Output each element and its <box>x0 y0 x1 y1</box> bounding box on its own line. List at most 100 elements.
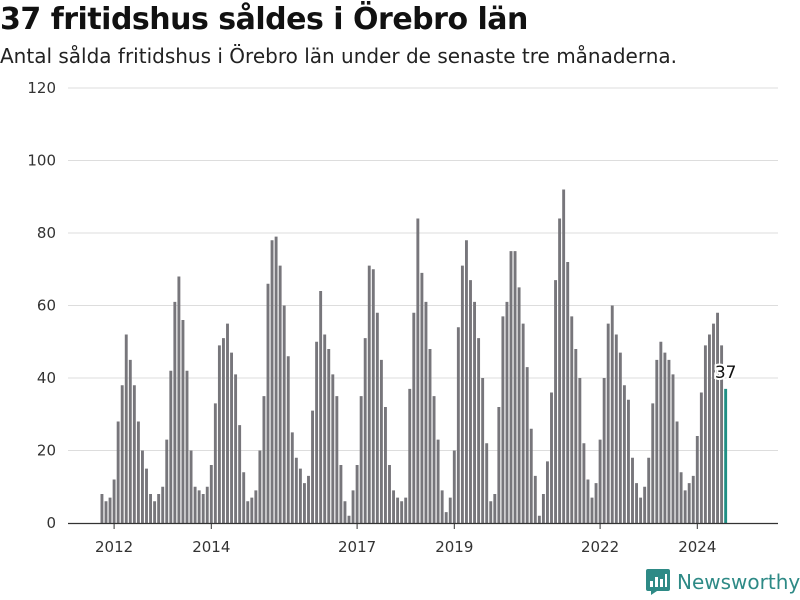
bar <box>533 475 537 523</box>
bar <box>319 291 323 523</box>
bar <box>177 276 181 523</box>
bar <box>128 359 132 523</box>
x-tick-label: 2024 <box>678 538 716 556</box>
bar <box>477 338 481 523</box>
bar <box>627 399 630 523</box>
bar <box>230 352 233 523</box>
bar <box>120 385 124 523</box>
bar <box>355 465 359 523</box>
bar <box>347 515 351 523</box>
bar <box>189 450 193 523</box>
bar <box>424 301 428 523</box>
highlight-bar <box>724 388 728 523</box>
bar <box>335 396 339 523</box>
bar <box>635 483 638 523</box>
bar <box>712 323 715 523</box>
page-subtitle: Antal sålda fritidshus i Örebro län unde… <box>0 44 678 68</box>
bar <box>489 501 493 523</box>
bar <box>566 262 570 523</box>
bar <box>266 283 270 523</box>
bar <box>651 403 655 523</box>
bar <box>141 450 144 523</box>
bar <box>331 374 335 523</box>
brand-name: Newsworthy <box>677 570 800 594</box>
bar <box>392 490 395 523</box>
bar <box>217 345 221 523</box>
bar <box>460 265 464 523</box>
x-axis-labels: 2012 2014 2017 2019 2022 2024 <box>95 538 716 556</box>
bar <box>149 494 152 523</box>
bar <box>521 323 525 523</box>
bar <box>351 490 355 523</box>
bar <box>671 374 675 523</box>
y-axis-labels: 0 20 40 60 80 100 120 <box>27 79 56 532</box>
bar <box>298 468 302 523</box>
newsworthy-logo-icon <box>646 569 670 595</box>
bar <box>157 494 161 523</box>
bar <box>513 251 517 523</box>
bar <box>359 396 363 523</box>
bar <box>145 468 148 523</box>
bar <box>112 479 116 523</box>
bar <box>562 189 566 523</box>
bar <box>124 334 128 523</box>
bar <box>384 407 387 523</box>
bar <box>213 403 217 523</box>
annotation: 37 <box>713 361 739 385</box>
bar <box>618 352 622 523</box>
bar <box>452 450 456 523</box>
bar <box>517 287 521 523</box>
bar <box>497 407 501 523</box>
bar <box>132 385 136 523</box>
bar <box>683 490 687 523</box>
highlight-value-label: 37 <box>715 363 737 383</box>
bar <box>493 494 497 523</box>
bar <box>691 475 695 523</box>
bar <box>659 341 663 523</box>
x-axis <box>68 522 778 529</box>
bar <box>602 378 606 523</box>
bar <box>169 370 173 523</box>
bar <box>226 323 229 523</box>
bar <box>343 501 347 523</box>
bar <box>505 301 509 523</box>
bar <box>529 428 533 523</box>
bar <box>339 465 343 523</box>
bar <box>716 312 719 523</box>
bar <box>165 439 169 523</box>
bar <box>465 240 468 523</box>
bar <box>222 338 225 523</box>
bar <box>396 497 400 523</box>
bar <box>307 475 310 523</box>
bar <box>594 483 598 523</box>
bar <box>444 512 448 523</box>
bar <box>327 349 331 523</box>
bar <box>537 515 541 523</box>
bar <box>582 443 586 523</box>
bar <box>667 359 671 523</box>
bar <box>631 457 634 523</box>
bar <box>655 359 659 523</box>
bar <box>695 436 699 523</box>
bar <box>436 439 440 523</box>
bar <box>246 501 250 523</box>
bar <box>586 479 590 523</box>
bar <box>282 305 286 523</box>
bar <box>161 486 165 523</box>
bar <box>546 461 549 523</box>
bar <box>525 367 529 523</box>
bar <box>509 251 513 523</box>
x-tick-label: 2014 <box>192 538 230 556</box>
bar <box>371 269 375 523</box>
bar <box>185 370 189 523</box>
bar <box>274 236 278 523</box>
bars <box>100 189 728 523</box>
bar <box>708 334 711 523</box>
bar <box>254 490 258 523</box>
bar <box>412 312 416 523</box>
bar <box>473 301 476 523</box>
bar <box>675 421 679 523</box>
bar <box>679 472 683 523</box>
bar <box>116 421 120 523</box>
